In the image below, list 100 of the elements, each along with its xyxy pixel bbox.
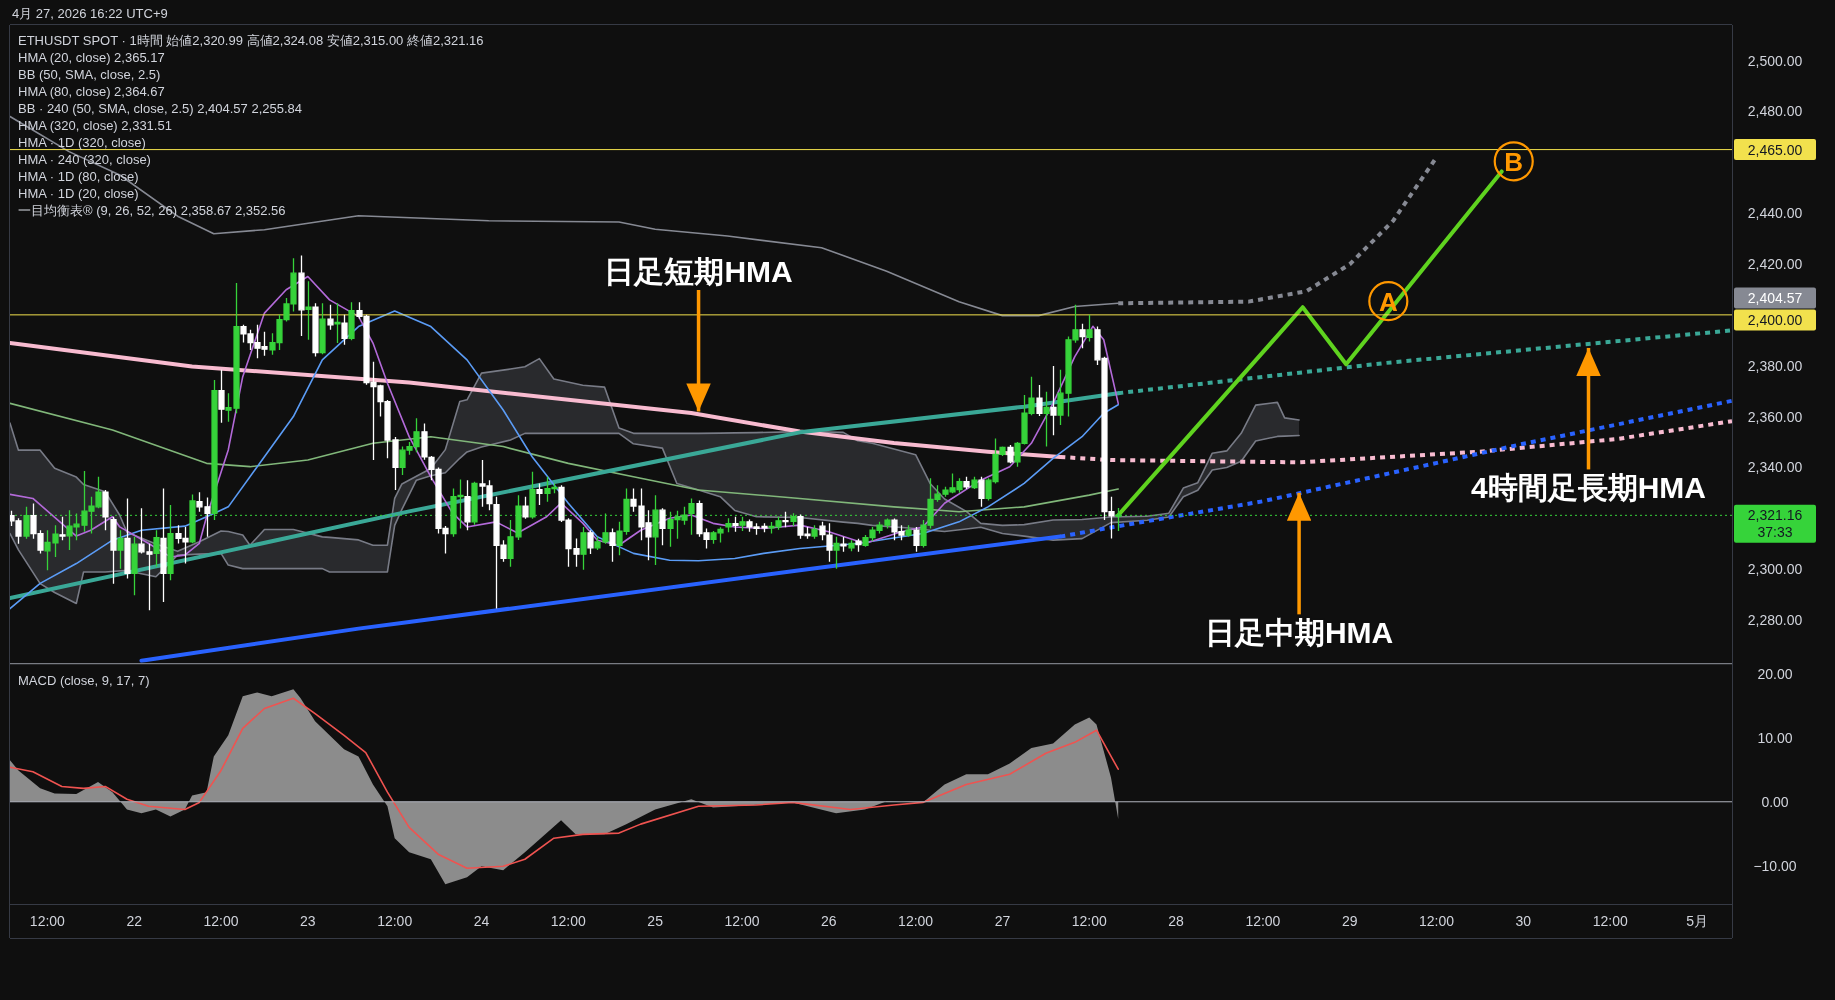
candlestick: [840, 536, 847, 553]
x-tick-label: 26: [821, 913, 837, 929]
line-series: [10, 402, 1120, 513]
line-series: [10, 310, 1120, 610]
y-tick-label: −10.00: [1753, 857, 1797, 874]
x-tick-label: 12:00: [724, 913, 760, 929]
y-tick-label: 2,380.00: [1747, 357, 1803, 374]
x-tick-label: 23: [300, 913, 316, 929]
candlestick: [341, 314, 348, 346]
candlestick: [609, 527, 616, 563]
candlestick: [319, 302, 326, 355]
x-tick-label: 12:00: [1419, 913, 1455, 929]
x-tick-label: 12:00: [377, 913, 413, 929]
candlestick: [855, 537, 862, 553]
candlestick: [334, 302, 341, 344]
x-tick-label: 29: [1341, 913, 1358, 929]
x-tick-label: 27: [994, 913, 1011, 929]
candlestick: [913, 526, 920, 553]
candlestick: [131, 536, 138, 596]
candlestick: [1050, 365, 1057, 436]
ref-line-label: 2,400.00: [1747, 312, 1803, 329]
x-tick-label: 12:00: [203, 913, 239, 929]
data-label: B: [1504, 147, 1524, 178]
annotation: BB · 240 (50, SMA, close, 2.5) 2,404.57 2,255.84: [18, 101, 303, 116]
candlestick: [421, 422, 428, 461]
candlestick: [1086, 314, 1093, 343]
candlestick: [124, 497, 131, 580]
text: ETHUSDT SPOT · 1時間 始値2,320.99 高値2,324.08 安値2,315.00 終値2,321.16: [18, 33, 484, 48]
x-tick-label: 22: [126, 913, 143, 929]
annotation: 日足短期HMA: [604, 254, 793, 288]
candlestick: [110, 516, 117, 585]
x-tick-label: 25: [647, 913, 664, 929]
candlestick: [811, 524, 818, 540]
candlestick: [1036, 384, 1043, 417]
y-tick-label: 2,440.00: [1747, 205, 1803, 222]
candlestick: [971, 476, 978, 490]
y-tick-label: 20.00: [1757, 665, 1793, 682]
candlestick: [348, 301, 355, 341]
text: MACD (close, 9, 17, 7): [18, 672, 150, 688]
y-tick-label: 0.00: [1761, 793, 1789, 810]
annotation: BB (50, SMA, close, 2.5): [18, 67, 161, 82]
x-tick-label: 12:00: [1592, 913, 1628, 929]
x-tick-label: 12:00: [1071, 913, 1107, 929]
candlestick: [905, 524, 912, 538]
x-tick-label: 28: [1168, 913, 1185, 929]
y-tick-label: 2,340.00: [1747, 459, 1803, 476]
candlestick: [580, 526, 587, 571]
annotation: HMA (80, close) 2,364.67: [18, 84, 165, 99]
candlestick: [464, 479, 471, 531]
data-label: A: [1378, 287, 1398, 318]
candlestick: [536, 482, 543, 506]
x-tick-label: 5月: [1686, 913, 1708, 929]
candlestick: [659, 507, 666, 546]
y-tick-label: 2,300.00: [1747, 561, 1803, 578]
y-tick-label: 10.00: [1757, 729, 1793, 746]
x-tick-label: 24: [473, 913, 490, 929]
annotation: 4時間足長期HMA: [1470, 471, 1707, 505]
candlestick: [59, 516, 66, 541]
candlestick: [587, 529, 594, 555]
y-tick-label: 2,420.00: [1747, 256, 1803, 273]
candlestick: [305, 280, 312, 341]
annotation: HMA · 240 (320, close): [18, 152, 151, 167]
candlestick: [160, 487, 167, 603]
candlestick: [963, 476, 970, 490]
ref-line-label: 2,321.16 37:33: [1747, 507, 1803, 541]
y-tick-label: 2,404.57: [1747, 290, 1803, 307]
annotation: HMA (20, close) 2,365.17: [18, 50, 165, 65]
candlestick: [1043, 391, 1050, 448]
candlestick: [848, 539, 855, 552]
candlestick: [1079, 323, 1086, 349]
candlestick: [833, 536, 840, 570]
candlestick: [471, 481, 478, 526]
candlestick: [1115, 507, 1122, 532]
y-tick-label: 2,280.00: [1747, 612, 1803, 628]
x-tick-label: 12:00: [898, 913, 934, 929]
annotation: HMA · 1D (20, close): [18, 186, 139, 201]
candlestick: [739, 516, 746, 532]
candlestick: [522, 496, 529, 520]
chart-subtitle: 4月 27, 2026 16:22 UTC+9: [12, 6, 168, 21]
candlestick: [978, 476, 985, 508]
x-tick-label: 12:00: [1245, 913, 1281, 929]
candlestick: [312, 302, 319, 358]
candlestick: [1007, 444, 1014, 465]
candlestick: [218, 369, 225, 424]
candlestick: [298, 254, 305, 337]
y-tick-label: 2,500.00: [1747, 52, 1803, 69]
candlestick: [782, 511, 789, 528]
annotation: 日足中期HMA: [1204, 616, 1394, 650]
candlestick: [153, 529, 160, 568]
x-tick-label: 30: [1515, 913, 1532, 929]
y-tick-label: 2,480.00: [1747, 103, 1803, 120]
candlestick: [732, 516, 739, 533]
candlestick: [117, 529, 124, 570]
candlestick: [102, 489, 109, 531]
candlestick: [725, 517, 732, 533]
x-tick-label: 12:00: [29, 913, 66, 929]
x-tick-label: 12:00: [550, 913, 587, 929]
annotation: HMA · 1D (320, close): [18, 135, 146, 150]
y-tick-label: 2,360.00: [1747, 408, 1803, 425]
candlestick: [327, 304, 334, 331]
